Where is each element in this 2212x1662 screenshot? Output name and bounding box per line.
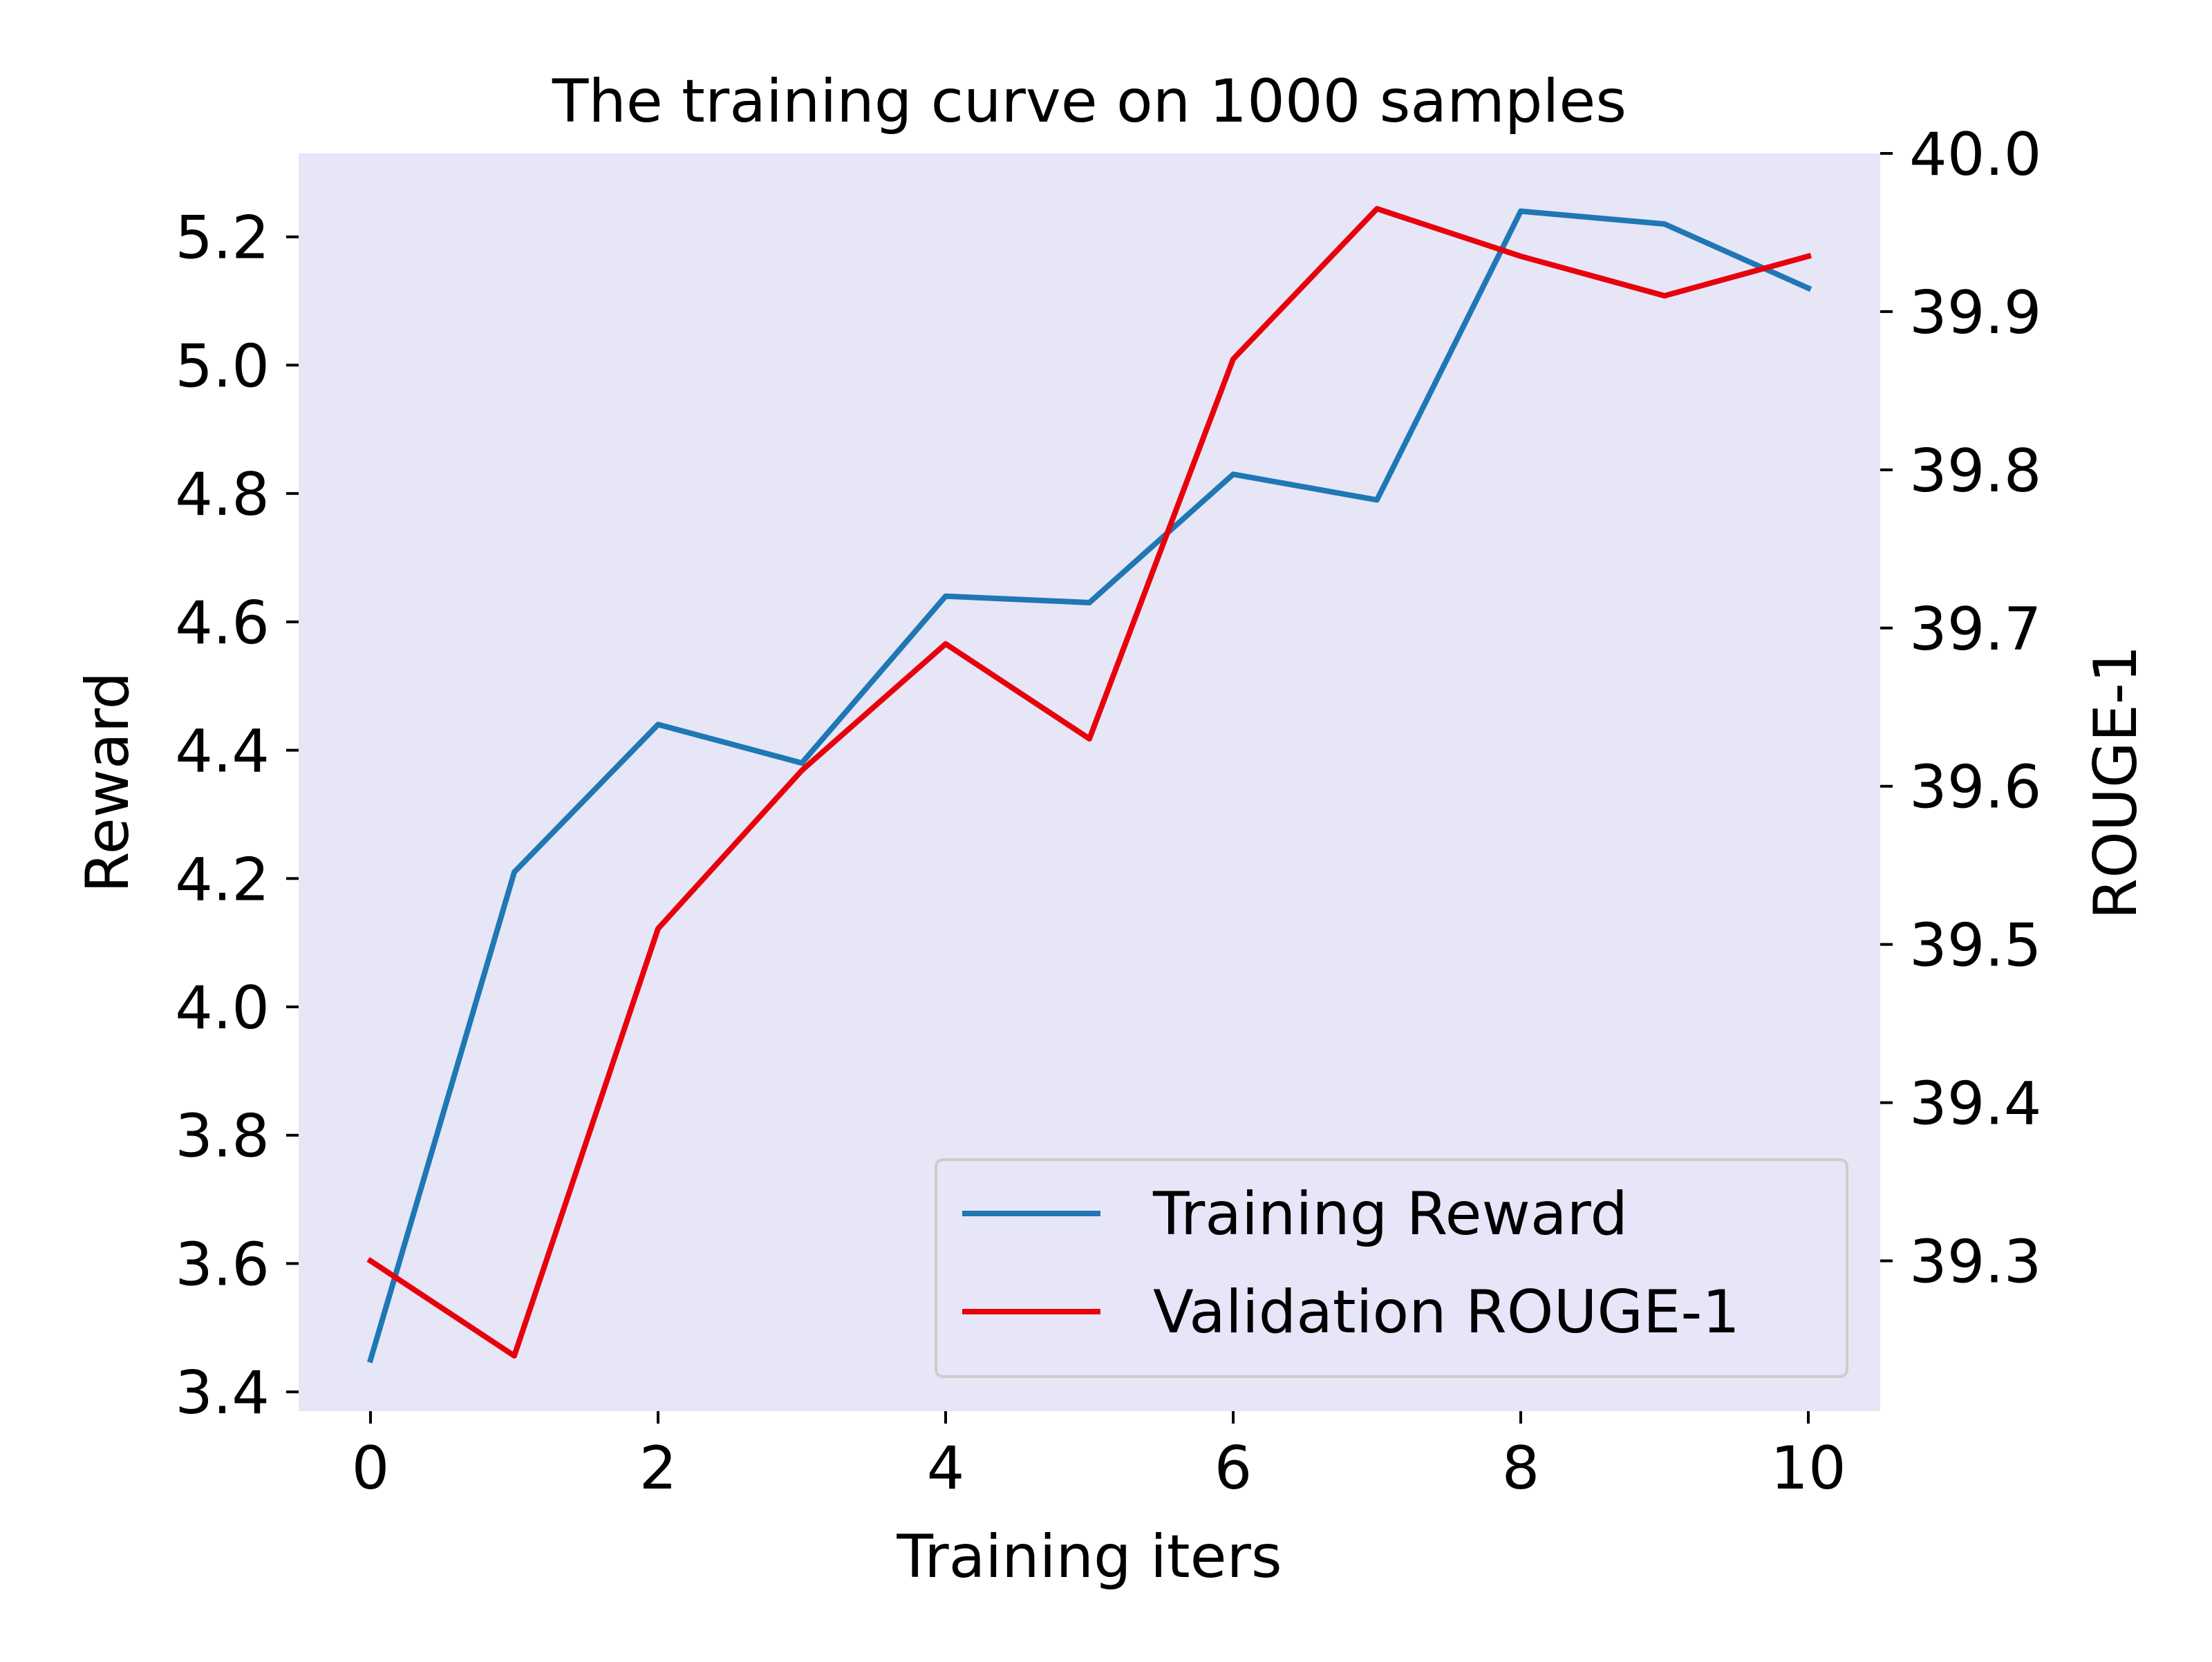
left-y-tick-label: 5.0 [175, 332, 270, 401]
right-y-tick-label: 39.6 [1909, 753, 2041, 822]
left-y-axis-label: Reward [73, 672, 142, 893]
right-y-axis-ticks: 39.3 39.4 39.5 39.6 39.7 39.8 39.9 40.0 [1880, 120, 2041, 1297]
right-y-tick-label: 39.9 [1909, 278, 2041, 348]
right-y-tick-label: 39.7 [1909, 595, 2041, 664]
right-y-tick-label: 39.8 [1909, 437, 2041, 506]
left-y-tick-label: 4.6 [175, 589, 270, 658]
x-tick-label: 10 [1770, 1434, 1846, 1503]
legend-label-training-reward: Training Reward [1152, 1180, 1628, 1249]
chart-title: The training curve on 1000 samples [552, 67, 1627, 136]
legend-label-validation-rouge-1: Validation ROUGE-1 [1153, 1278, 1740, 1347]
left-y-tick-label: 5.2 [175, 204, 270, 273]
legend-box [935, 1158, 1848, 1378]
series-layer [366, 206, 1812, 1363]
left-y-tick-label: 4.4 [175, 717, 270, 786]
left-y-tick-label: 4.8 [175, 460, 270, 529]
right-y-tick-label: 39.5 [1909, 912, 2041, 981]
series-line-validation-rouge-1 [366, 206, 1812, 1359]
x-tick-label: 8 [1502, 1434, 1540, 1503]
left-y-tick-label: 4.0 [175, 974, 270, 1043]
left-y-tick-label: 4.2 [175, 845, 270, 914]
left-y-tick-label: 3.6 [175, 1230, 270, 1299]
right-y-tick-label: 39.3 [1909, 1228, 2041, 1297]
left-y-axis-ticks: 3.4 3.6 3.8 4.0 4.2 4.4 4.6 4.8 5.0 5.2 [175, 204, 299, 1428]
series-line-training-reward [367, 208, 1812, 1363]
right-y-axis-label: ROUGE-1 [2081, 645, 2150, 919]
x-tick-label: 2 [639, 1434, 677, 1503]
x-tick-label: 6 [1215, 1434, 1253, 1503]
x-axis-ticks: 0 2 4 6 8 10 [352, 1411, 1846, 1503]
right-y-tick-label: 39.4 [1909, 1070, 2041, 1139]
legend: Training Reward Validation ROUGE-1 [935, 1158, 1848, 1378]
left-y-tick-label: 3.8 [175, 1102, 270, 1171]
x-tick-label: 4 [927, 1434, 965, 1503]
x-tick-label: 0 [352, 1434, 390, 1503]
left-y-tick-label: 3.4 [175, 1359, 270, 1428]
x-axis-label: Training iters [896, 1522, 1282, 1592]
right-y-tick-label: 40.0 [1909, 120, 2041, 189]
